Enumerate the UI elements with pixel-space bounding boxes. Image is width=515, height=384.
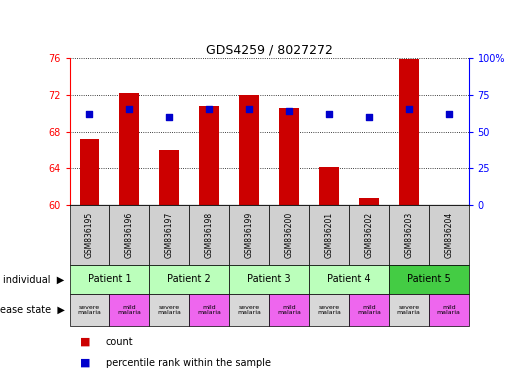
Bar <box>70 265 149 294</box>
Bar <box>309 265 389 294</box>
Bar <box>399 60 419 205</box>
Bar <box>119 93 140 205</box>
Text: mild
malaria: mild malaria <box>357 305 381 316</box>
Text: mild
malaria: mild malaria <box>437 305 460 316</box>
Bar <box>70 294 109 326</box>
Text: mild
malaria: mild malaria <box>117 305 141 316</box>
Bar <box>189 205 229 265</box>
Bar <box>269 205 309 265</box>
Text: count: count <box>106 337 133 347</box>
Bar <box>149 205 190 265</box>
Point <box>205 106 213 113</box>
Bar <box>79 139 99 205</box>
Bar <box>229 265 309 294</box>
Text: severe
malaria: severe malaria <box>158 305 181 316</box>
Bar <box>269 294 309 326</box>
Bar <box>319 167 339 205</box>
Bar <box>149 265 229 294</box>
Bar <box>229 205 269 265</box>
Bar <box>428 205 469 265</box>
Text: Patient 1: Patient 1 <box>88 274 131 285</box>
Bar <box>389 294 428 326</box>
Point <box>444 111 453 117</box>
Text: ■: ■ <box>80 337 90 347</box>
Bar <box>189 294 229 326</box>
Bar <box>70 205 109 265</box>
Text: Patient 3: Patient 3 <box>247 274 291 285</box>
Text: disease state  ▶: disease state ▶ <box>0 305 64 315</box>
Point <box>165 114 174 120</box>
Point <box>405 106 413 113</box>
Bar <box>149 294 190 326</box>
Point <box>325 111 333 117</box>
Text: GSM836200: GSM836200 <box>285 212 294 258</box>
Bar <box>389 205 428 265</box>
Bar <box>239 94 259 205</box>
Text: percentile rank within the sample: percentile rank within the sample <box>106 358 270 368</box>
Point <box>85 111 94 117</box>
Text: mild
malaria: mild malaria <box>277 305 301 316</box>
Bar <box>109 205 149 265</box>
Bar <box>109 294 149 326</box>
Bar <box>229 294 269 326</box>
Title: GDS4259 / 8027272: GDS4259 / 8027272 <box>205 43 333 56</box>
Bar <box>349 205 389 265</box>
Text: mild
malaria: mild malaria <box>197 305 221 316</box>
Bar <box>279 108 299 205</box>
Bar <box>159 150 179 205</box>
Text: severe
malaria: severe malaria <box>397 305 421 316</box>
Text: Patient 4: Patient 4 <box>327 274 371 285</box>
Text: GSM836196: GSM836196 <box>125 212 134 258</box>
Point <box>245 106 253 113</box>
Text: GSM836202: GSM836202 <box>365 212 373 258</box>
Point <box>365 114 373 120</box>
Text: severe
malaria: severe malaria <box>78 305 101 316</box>
Text: GSM836198: GSM836198 <box>205 212 214 258</box>
Text: severe
malaria: severe malaria <box>317 305 341 316</box>
Text: GSM836203: GSM836203 <box>404 212 413 258</box>
Text: individual  ▶: individual ▶ <box>3 274 64 285</box>
Point <box>285 108 293 114</box>
Bar <box>428 294 469 326</box>
Bar <box>309 294 349 326</box>
Text: GSM836197: GSM836197 <box>165 212 174 258</box>
Text: GSM836195: GSM836195 <box>85 212 94 258</box>
Bar <box>359 198 379 205</box>
Bar <box>199 106 219 205</box>
Point <box>125 106 133 113</box>
Bar <box>309 205 349 265</box>
Bar <box>349 294 389 326</box>
Text: Patient 2: Patient 2 <box>167 274 211 285</box>
Text: GSM836201: GSM836201 <box>324 212 333 258</box>
Text: GSM836199: GSM836199 <box>245 212 253 258</box>
Text: severe
malaria: severe malaria <box>237 305 261 316</box>
Text: GSM836204: GSM836204 <box>444 212 453 258</box>
Bar <box>389 265 469 294</box>
Text: Patient 5: Patient 5 <box>407 274 451 285</box>
Text: ■: ■ <box>80 358 90 368</box>
